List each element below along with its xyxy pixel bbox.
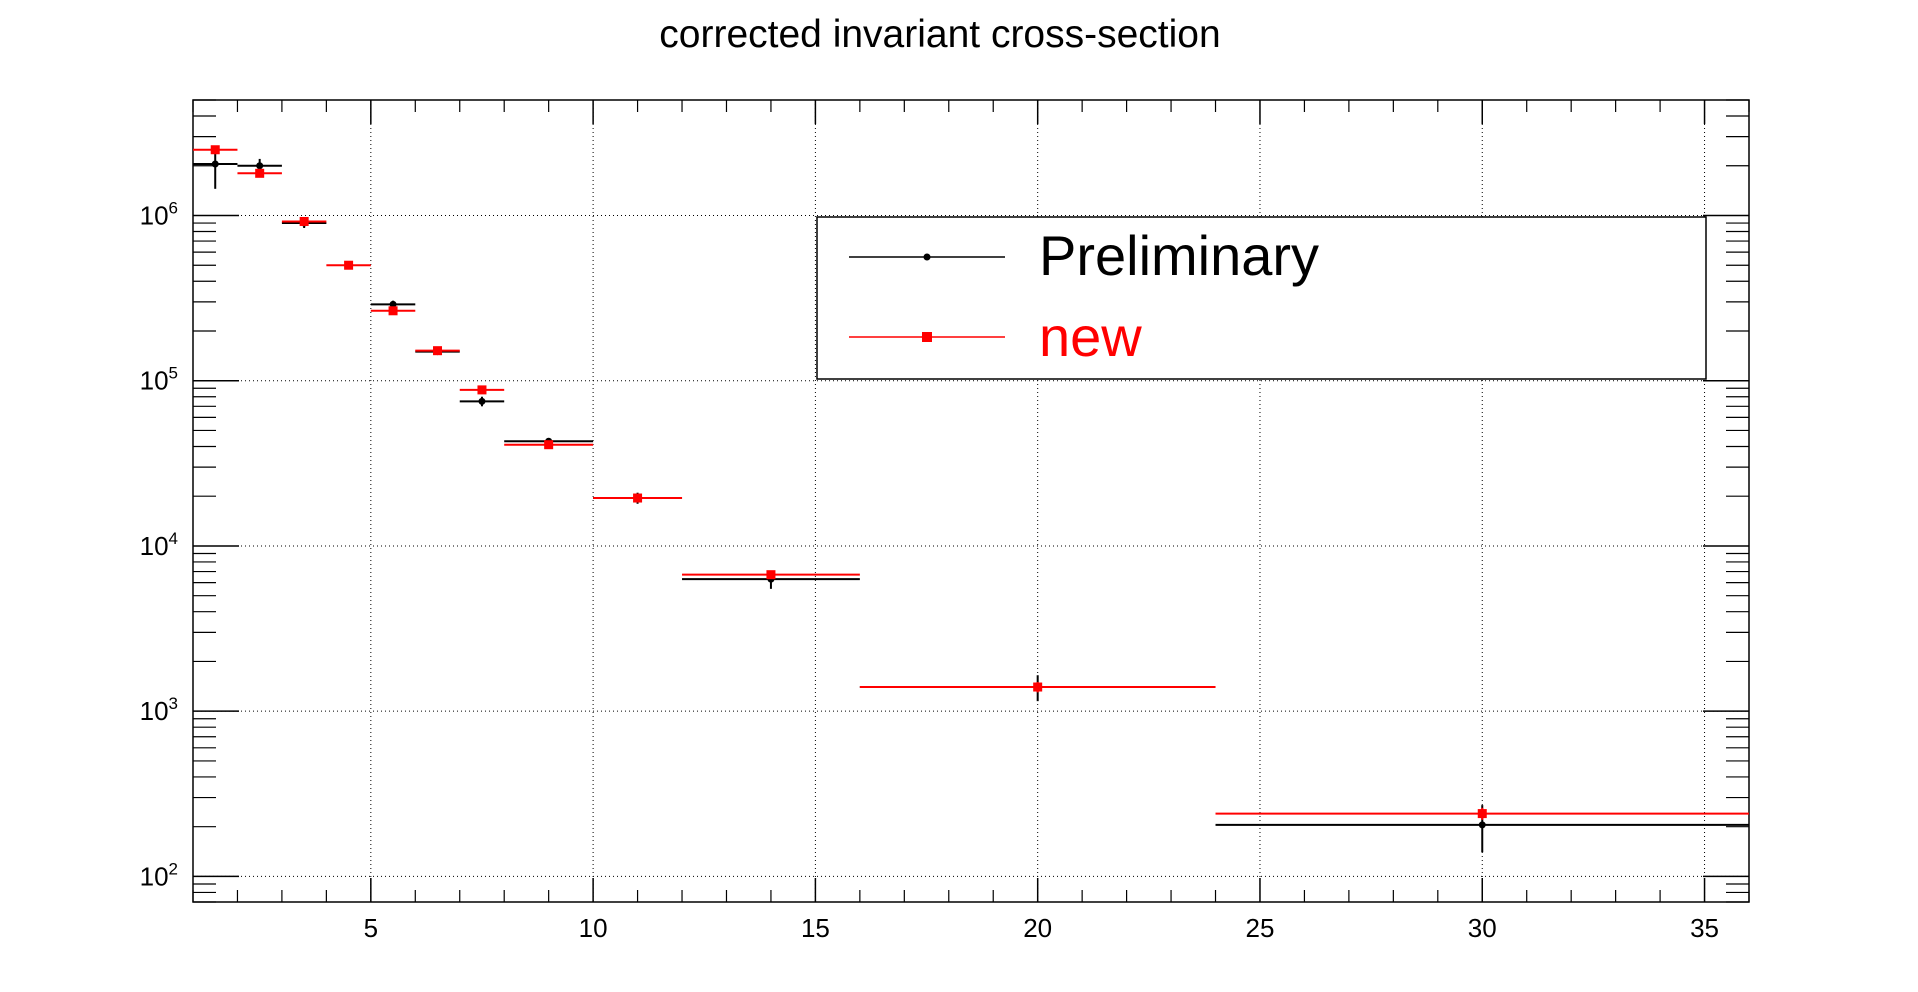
- legend-box: [816, 216, 1707, 380]
- y-tick-label: 105: [140, 364, 178, 396]
- legend-marker-preliminary: [923, 253, 931, 261]
- x-tick-label: 5: [364, 913, 378, 943]
- x-tick-label: 30: [1468, 913, 1497, 943]
- data-point: [299, 216, 309, 226]
- y-axis-tick-labels: 102 103 104 105 106: [140, 198, 178, 891]
- y-tick-label: 102: [140, 859, 178, 891]
- data-point: [544, 440, 554, 450]
- axis-ticks: [192, 99, 1750, 903]
- data-point: [255, 168, 265, 178]
- data-point: [388, 306, 398, 316]
- data-point: [766, 570, 776, 580]
- y-tick-label: 106: [140, 198, 178, 230]
- series-new: [193, 145, 1749, 820]
- data-point: [478, 397, 486, 405]
- x-tick-label: 20: [1023, 913, 1052, 943]
- data-point: [1033, 682, 1043, 692]
- chart-title: corrected invariant cross-section: [659, 13, 1220, 56]
- data-point: [389, 300, 397, 308]
- legend-label-new: new: [1039, 305, 1142, 368]
- data-point: [1477, 809, 1487, 819]
- x-tick-label: 15: [801, 913, 830, 943]
- legend-marker-new: [922, 332, 932, 342]
- y-tick-label: 104: [140, 529, 178, 561]
- data-point: [211, 160, 219, 168]
- data-point: [1478, 821, 1486, 829]
- legend-label-preliminary: Preliminary: [1039, 224, 1319, 287]
- y-tick-label: 103: [140, 694, 178, 726]
- x-tick-label: 35: [1690, 913, 1719, 943]
- data-point: [344, 260, 354, 270]
- x-tick-label: 10: [579, 913, 608, 943]
- grid: [193, 100, 1749, 902]
- legend: Preliminary new: [816, 216, 1707, 380]
- data-point: [477, 385, 487, 395]
- data-point: [210, 145, 220, 155]
- x-axis-tick-labels: 5 10 15 20 25 30 35: [364, 913, 1719, 943]
- data-point: [433, 346, 443, 356]
- data-point: [256, 162, 264, 170]
- x-tick-label: 25: [1246, 913, 1275, 943]
- data-series: [193, 145, 1749, 853]
- data-point: [633, 493, 643, 503]
- plot-frame: [192, 99, 1750, 903]
